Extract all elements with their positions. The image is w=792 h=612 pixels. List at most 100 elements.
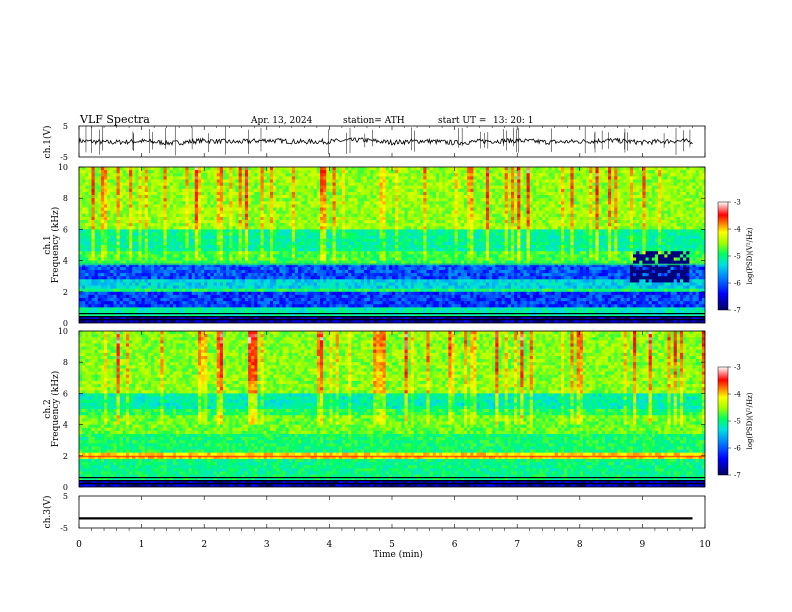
spectrogram-cell [244,182,249,187]
spectrogram-cell [542,182,546,187]
spectrogram-cell [307,188,312,193]
spectrogram-cell [235,176,240,180]
spectrogram-cell [417,170,421,174]
spectrogram-cell [420,232,424,237]
spectrogram-cell [438,201,443,205]
spectrogram-cell [520,185,524,190]
spectrogram-cell [260,213,265,218]
spectrogram-cell [85,167,89,171]
spectrogram-cell [263,220,268,224]
spectrogram-cell [673,167,678,171]
spectrogram-cell [323,207,327,212]
spectrogram-cell [285,198,290,202]
spectrogram-cell [207,238,211,243]
spectrogram-cell [194,170,199,174]
spectrogram-cell [345,238,349,243]
spectrogram-cell [676,220,681,224]
spectrogram-cell [351,182,355,187]
spectrogram-cell [135,213,139,218]
spectrogram-cell [539,188,543,193]
spectrogram-cell [407,188,412,193]
spectrogram-cell [564,176,568,180]
spectrogram-cell [154,241,158,246]
spectrogram-cell [129,223,133,227]
spectrogram-cell [636,216,640,221]
spectrogram-cell [144,220,149,224]
spectrogram-cell [654,229,659,233]
spectrogram-cell [232,191,236,196]
spectrogram-cell [254,229,258,233]
spectrogram-cell [345,235,349,240]
spectrogram-cell [611,188,615,193]
spectrogram-cell [564,238,568,243]
spectrogram-cell [248,232,252,237]
spectrogram-cell [467,207,471,212]
spectrogram-cell [692,226,697,230]
spectrogram-cell [298,201,302,205]
spectrogram-cell [579,176,584,180]
spectrogram-cell [176,232,180,237]
spectrogram-cell [82,176,86,180]
spectrogram-cell [489,191,493,196]
spectrogram-cell [125,191,130,196]
spectrogram-cell [141,210,146,215]
spectrogram-cell [235,185,240,190]
spectrogram-cell [510,213,515,218]
spectrogram-cell [313,176,318,180]
spectrogram-cell [213,226,218,230]
spectrogram-cell [122,207,127,212]
spectrogram-cell [285,179,290,183]
spectrogram-cell [88,204,92,208]
spectrogram-cell [354,223,358,227]
spectrogram-cell [620,223,625,227]
spectrogram-cell [182,238,186,243]
spectrogram-cell [229,241,233,246]
spectrogram-cell [545,226,549,230]
spectrogram-cell [219,207,224,212]
spectrogram-cell [517,207,521,212]
spectrogram-cell [210,195,214,199]
spectrogram-cell [567,210,571,215]
spectrogram-cell [251,185,255,190]
spectrogram-cell [510,167,515,171]
spectrogram-cell [607,179,612,183]
spectrogram-cell [222,201,227,205]
spectrogram-cell [135,198,139,202]
spectrogram-cell [88,210,92,215]
spectrogram-cell [113,173,117,177]
spectrogram-cell [570,229,574,233]
spectrogram-cell [401,210,405,215]
spectrogram-cell [454,226,459,230]
spectrogram-cell [176,226,180,230]
spectrogram-cell [429,195,434,199]
spectrogram-cell [179,226,183,230]
spectrogram-cell [448,195,452,199]
spectrogram-cell [539,210,543,215]
spectrogram-cell [501,182,506,187]
spectrogram-cell [395,198,399,202]
spectrogram-cell [125,238,130,243]
spectrogram-cell [116,182,121,187]
spectrogram-cell [360,176,365,180]
spectrogram-cell [692,167,697,171]
spectrogram-cell [673,201,678,205]
spectrogram-cell [561,198,565,202]
spectrogram-cell [567,226,571,230]
spectrogram-cell [692,195,697,199]
spectrogram-cell [642,226,646,230]
spectrogram-cell [579,210,584,215]
spectrogram-cell [429,229,434,233]
spectrogram-cell [116,191,121,196]
spectrogram-cell [620,195,625,199]
spectrogram-cell [219,223,224,227]
spectrogram-cell [554,216,559,221]
spectrogram-cell [335,188,340,193]
spectrogram-cell [686,210,690,215]
spectrogram-cell [504,167,509,171]
spectrogram-cell [445,204,449,208]
spectrogram-cell [320,226,324,230]
spectrogram-cell [182,179,186,183]
spectrogram-cell [341,226,346,230]
spectrogram-cell [163,229,168,233]
spectrogram-cell [82,226,86,230]
